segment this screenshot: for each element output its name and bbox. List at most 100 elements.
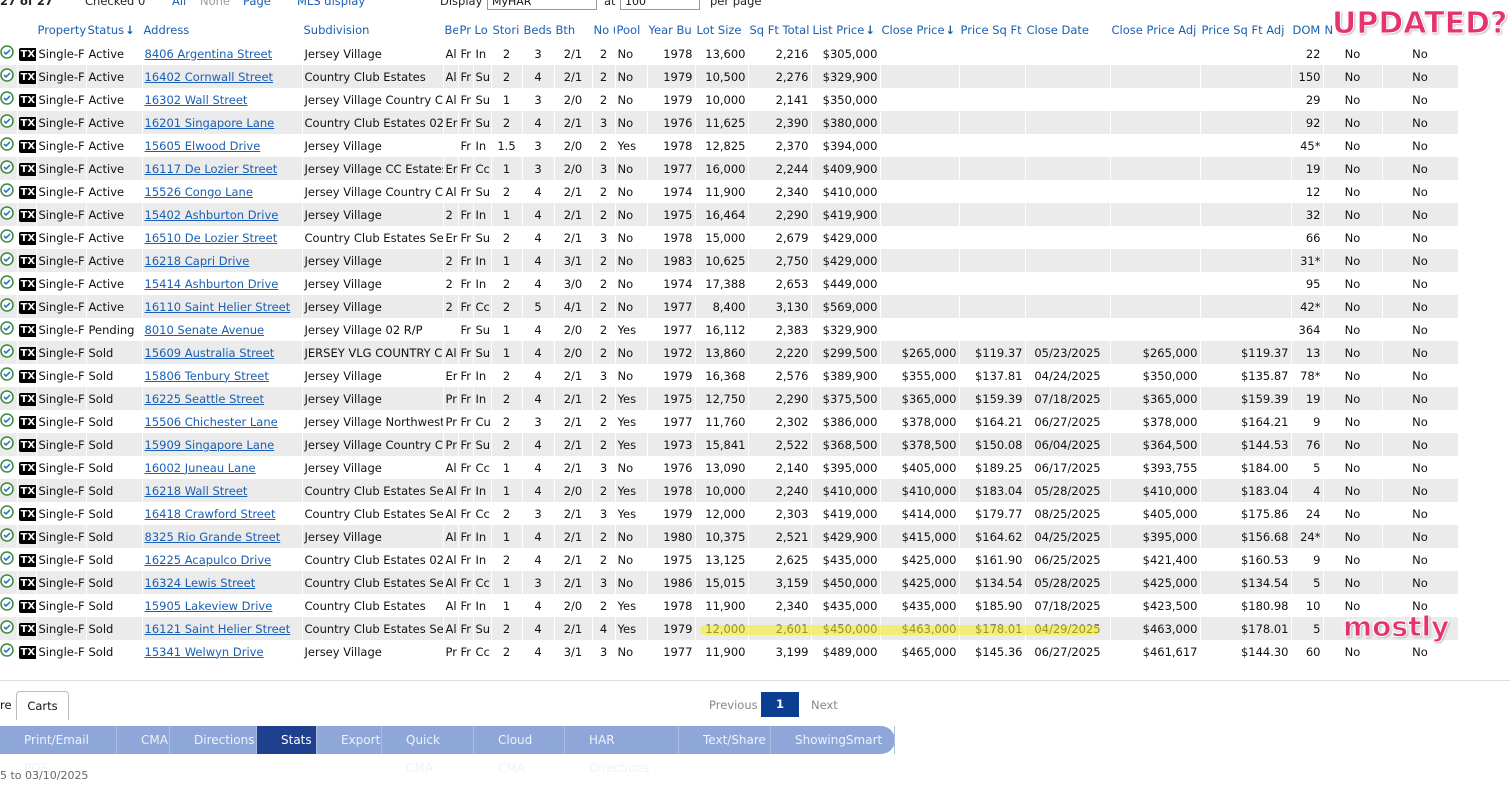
check-icon[interactable] bbox=[0, 252, 14, 266]
check-icon[interactable] bbox=[0, 114, 14, 128]
action-button[interactable]: Export bbox=[317, 726, 382, 754]
column-header[interactable]: Lo bbox=[473, 18, 492, 42]
column-header[interactable]: N bbox=[1323, 18, 1383, 42]
address-link[interactable]: 8325 Rio Grande Street bbox=[144, 529, 281, 544]
check-icon[interactable] bbox=[0, 597, 14, 611]
action-button[interactable]: CMA bbox=[117, 726, 170, 754]
display-select[interactable]: MyHAR bbox=[487, 0, 597, 10]
address-link[interactable]: 15905 Lakeview Drive bbox=[144, 598, 273, 613]
check-icon[interactable] bbox=[0, 344, 14, 358]
address-link[interactable]: 15605 Elwood Drive bbox=[144, 138, 261, 153]
column-header[interactable]: Lot Size bbox=[695, 18, 749, 42]
address-link[interactable]: 15341 Welwyn Drive bbox=[144, 644, 264, 659]
check-icon[interactable] bbox=[0, 137, 14, 151]
address-link[interactable]: 16218 Wall Street bbox=[144, 483, 248, 498]
column-header[interactable]: Close Price bbox=[880, 18, 960, 42]
action-button[interactable]: Directions bbox=[170, 726, 257, 754]
address-link[interactable]: 16510 De Lozier Street bbox=[144, 230, 278, 245]
address-link[interactable]: 16418 Crawford Street bbox=[144, 506, 276, 521]
column-header[interactable]: No ( bbox=[592, 18, 616, 42]
check-icon[interactable] bbox=[0, 528, 14, 542]
address-link[interactable]: 16002 Juneau Lane bbox=[144, 460, 256, 475]
check-icon[interactable] bbox=[0, 390, 14, 404]
address-link[interactable]: 16324 Lewis Street bbox=[144, 575, 256, 590]
address-link[interactable]: 16402 Cornwall Street bbox=[144, 69, 274, 84]
action-button[interactable]: Stats bbox=[257, 726, 317, 754]
next-page[interactable]: Next bbox=[811, 698, 838, 712]
address-link[interactable]: 16225 Seattle Street bbox=[144, 391, 265, 406]
column-header[interactable]: Be bbox=[443, 18, 459, 42]
column-header[interactable]: Property bbox=[36, 18, 87, 42]
tab-carts[interactable]: Carts bbox=[16, 691, 69, 720]
address-link[interactable]: 15806 Tenbury Street bbox=[144, 368, 269, 383]
column-header[interactable]: Sq Ft Total bbox=[748, 18, 812, 42]
action-button[interactable]: Quick CMA bbox=[382, 726, 474, 775]
column-header[interactable]: DOM bbox=[1291, 18, 1324, 42]
action-button[interactable]: Cloud CMA bbox=[474, 726, 565, 775]
check-icon[interactable] bbox=[0, 482, 14, 496]
address-link[interactable]: 15526 Congo Lane bbox=[144, 184, 253, 199]
check-icon[interactable] bbox=[0, 413, 14, 427]
address-link[interactable]: 8010 Senate Avenue bbox=[144, 322, 265, 337]
check-icon[interactable] bbox=[0, 436, 14, 450]
address-link[interactable]: 15609 Australia Street bbox=[144, 345, 275, 360]
select-page[interactable]: Page bbox=[243, 0, 271, 8]
check-icon[interactable] bbox=[0, 551, 14, 565]
check-icon[interactable] bbox=[0, 206, 14, 220]
check-icon[interactable] bbox=[0, 643, 14, 657]
address-link[interactable]: 16201 Singapore Lane bbox=[144, 115, 275, 130]
action-button[interactable]: Print/Email PDF bbox=[0, 726, 117, 775]
check-icon[interactable] bbox=[0, 459, 14, 473]
address-link[interactable]: 16117 De Lozier Street bbox=[144, 161, 278, 176]
address-link[interactable]: 15909 Singapore Lane bbox=[144, 437, 275, 452]
check-icon[interactable] bbox=[0, 321, 14, 335]
address-link[interactable]: 8406 Argentina Street bbox=[144, 46, 273, 61]
tab-partial[interactable]: re bbox=[0, 698, 12, 712]
check-icon[interactable] bbox=[0, 620, 14, 634]
check-icon[interactable] bbox=[0, 367, 14, 381]
column-header[interactable]: Bth bbox=[554, 18, 593, 42]
check-icon[interactable] bbox=[0, 275, 14, 289]
check-icon[interactable] bbox=[0, 229, 14, 243]
column-header[interactable]: Address bbox=[142, 18, 303, 42]
select-all[interactable]: All bbox=[172, 0, 187, 8]
page-current[interactable]: 1 bbox=[761, 692, 799, 717]
column-header[interactable]: Year Bu bbox=[647, 18, 696, 42]
select-none[interactable]: None bbox=[200, 0, 231, 8]
column-header[interactable]: Pr bbox=[458, 18, 474, 42]
check-icon[interactable] bbox=[0, 160, 14, 174]
address-link[interactable]: 16121 Saint Helier Street bbox=[144, 621, 291, 636]
action-button[interactable]: ShowingSmart bbox=[771, 726, 895, 754]
check-icon[interactable] bbox=[0, 68, 14, 82]
per-page-input[interactable]: 100 bbox=[620, 0, 700, 10]
address-link[interactable]: 15506 Chichester Lane bbox=[144, 414, 278, 429]
address-link[interactable]: 16218 Capri Drive bbox=[144, 253, 250, 268]
address-link[interactable]: 15414 Ashburton Drive bbox=[144, 276, 279, 291]
address-link[interactable]: 15402 Ashburton Drive bbox=[144, 207, 279, 222]
column-header[interactable]: Pool bbox=[615, 18, 648, 42]
check-icon[interactable] bbox=[0, 91, 14, 105]
check-icon[interactable] bbox=[0, 183, 14, 197]
column-header[interactable]: Close Date bbox=[1025, 18, 1111, 42]
column-header[interactable]: Subdivision bbox=[302, 18, 444, 42]
column-header[interactable]: Beds bbox=[522, 18, 555, 42]
address-link[interactable]: 16225 Acapulco Drive bbox=[144, 552, 272, 567]
column-header[interactable]: Price Sq Ft bbox=[959, 18, 1026, 42]
mls-display[interactable]: MLS display bbox=[297, 0, 366, 8]
check-icon[interactable] bbox=[0, 505, 14, 519]
column-header[interactable]: Status bbox=[86, 18, 143, 42]
column-header[interactable]: List Price bbox=[811, 18, 881, 42]
action-button[interactable]: Text/Share bbox=[679, 726, 771, 754]
column-header[interactable]: Close Price Adj bbox=[1110, 18, 1201, 42]
check-icon[interactable] bbox=[0, 45, 14, 59]
address-link[interactable]: 16110 Saint Helier Street bbox=[144, 299, 291, 314]
prev-page[interactable]: Previous bbox=[709, 698, 758, 712]
column-header[interactable]: Price Sq Ft Adj bbox=[1200, 18, 1292, 42]
cell: TX bbox=[17, 433, 37, 456]
action-button[interactable]: HAR Directions bbox=[565, 726, 679, 775]
column-header[interactable]: Stori bbox=[491, 18, 523, 42]
check-icon[interactable] bbox=[0, 574, 14, 588]
address-link[interactable]: 16302 Wall Street bbox=[144, 92, 248, 107]
check-icon[interactable] bbox=[0, 298, 14, 312]
cell: 16121 Saint Helier Street bbox=[142, 617, 303, 640]
